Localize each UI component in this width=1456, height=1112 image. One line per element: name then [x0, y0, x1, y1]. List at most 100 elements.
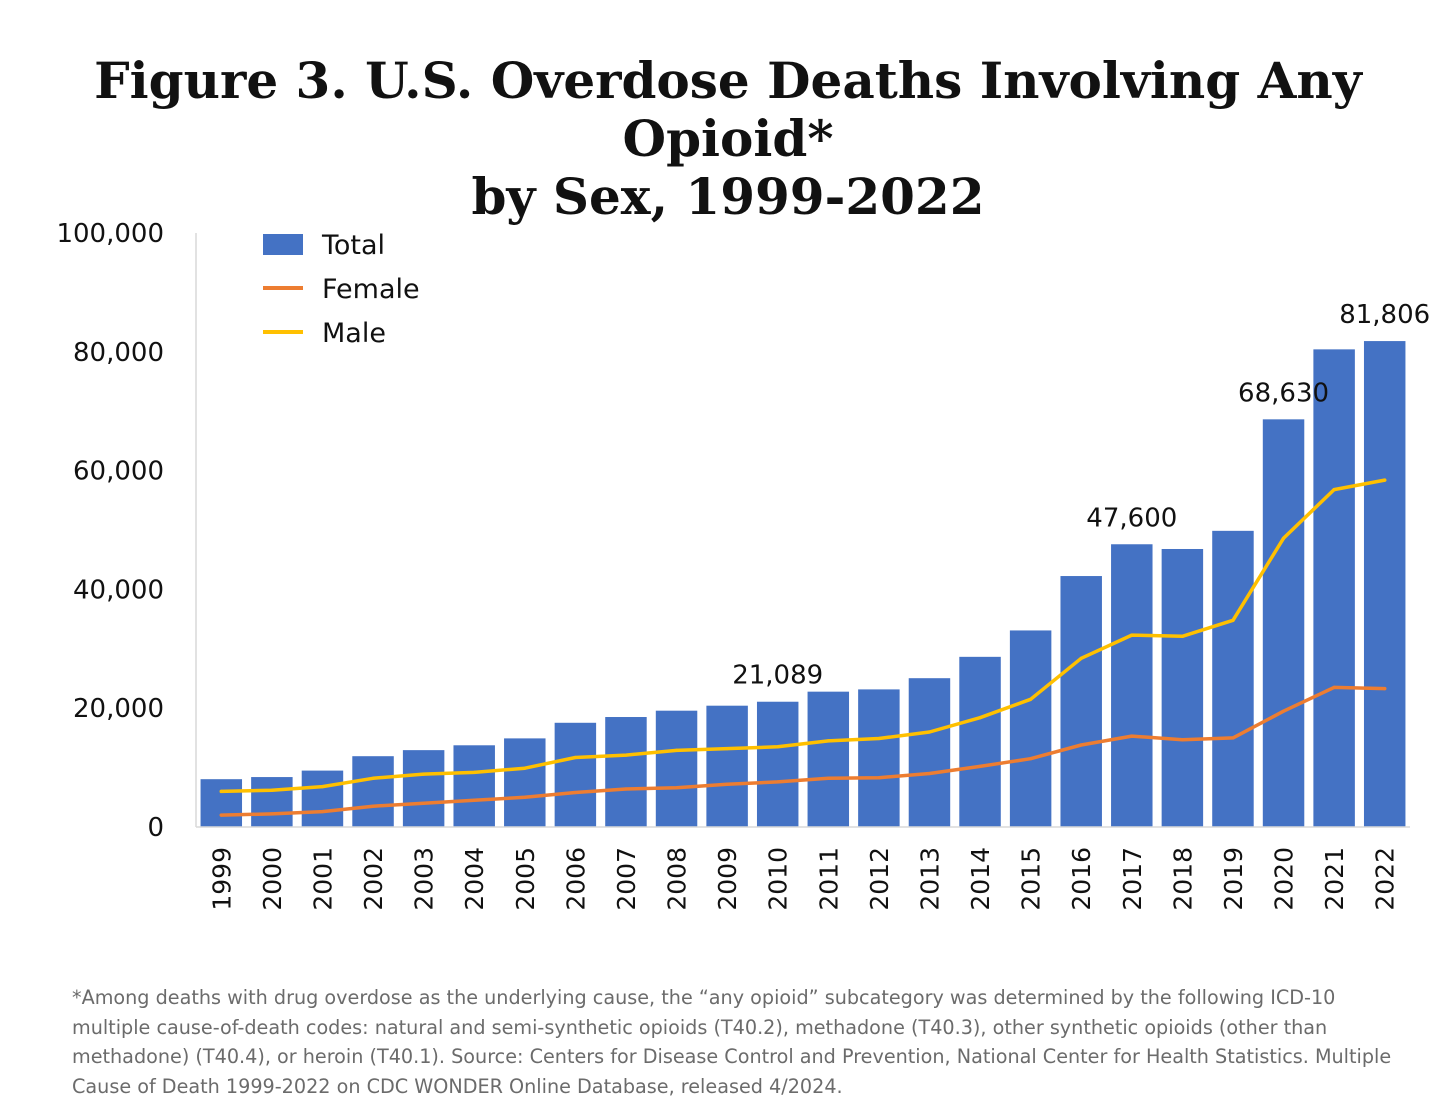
point-female-2021: [1332, 685, 1336, 690]
point-female-2008: [674, 786, 679, 790]
y-axis-layer: 0 20,000 40,000 60,000 80,000 100,000: [56, 219, 197, 843]
x-tick-label: 2017: [1118, 847, 1147, 911]
bar-total-2016: [1060, 576, 1102, 827]
legend-swatch-total: [263, 234, 303, 255]
y-tick-label: 0: [147, 813, 164, 843]
x-tick-label: 1999: [207, 847, 236, 911]
legend-label-total: Total: [321, 230, 385, 261]
x-tick-label: 2016: [1067, 847, 1096, 911]
x-axis-layer: 1999 2000 2001 2002 2003 2004 2005 2006 2007 2008…: [196, 826, 1410, 911]
bar-total-2012: [858, 689, 900, 827]
legend: Total Female Male: [263, 230, 420, 349]
point-female-2011: [826, 776, 830, 780]
point-male-2022: [1383, 478, 1387, 482]
overdose-chart: 0 20,000 40,000 60,000 80,000 100,000 21,089 4…: [56, 219, 1430, 911]
point-female-2004: [472, 798, 476, 802]
point-male-2014: [978, 716, 982, 720]
point-male-2021: [1332, 488, 1336, 492]
point-male-2001: [320, 785, 325, 789]
point-male-2015: [1029, 697, 1033, 701]
point-female-2010: [776, 780, 780, 784]
y-tick-label: 20,000: [73, 694, 164, 724]
point-male-2020: [1281, 536, 1286, 540]
legend-label-female: Female: [322, 274, 420, 305]
x-tick-label: 2004: [460, 847, 489, 911]
bar-total-2019: [1212, 530, 1254, 827]
point-male-2009: [725, 746, 729, 751]
x-tick-label: 2000: [258, 847, 287, 911]
point-male-2003: [422, 772, 426, 776]
data-labels-layer: 21,089 47,600 68,630 81,806: [732, 300, 1430, 691]
bar-total-2009: [706, 705, 748, 827]
x-tick-label: 2015: [1017, 847, 1046, 911]
x-tick-label: 2011: [814, 847, 843, 911]
point-female-2014: [978, 764, 982, 769]
point-female-1999: [219, 813, 223, 817]
point-female-2019: [1231, 736, 1235, 740]
x-tick-label: 2007: [612, 847, 641, 911]
x-tick-label: 2005: [511, 847, 540, 911]
bars-layer: [200, 341, 1406, 827]
y-tick-label: 80,000: [73, 338, 164, 368]
data-label-total-2017: 47,600: [1086, 503, 1177, 533]
chart-title: Figure 3. U.S. Overdose Deaths Involving…: [0, 52, 1456, 226]
bar-total-2017: [1111, 544, 1153, 827]
bar-total-2011: [807, 691, 850, 827]
point-male-2011: [826, 739, 830, 743]
bar-total-2002: [352, 756, 394, 827]
bar-total-2001: [301, 770, 344, 827]
lines-layer: [219, 478, 1387, 817]
point-female-2017: [1130, 734, 1134, 738]
point-female-2016: [1079, 743, 1083, 747]
x-tick-label: 2022: [1371, 847, 1400, 911]
data-label-total-2022: 81,806: [1339, 300, 1430, 330]
point-female-2003: [422, 801, 426, 805]
point-male-2002: [371, 776, 375, 780]
point-male-2016: [1079, 656, 1083, 660]
point-female-2007: [624, 787, 628, 791]
point-female-2001: [320, 809, 325, 814]
bar-total-2003: [402, 750, 445, 827]
x-tick-label: 2012: [865, 847, 894, 911]
bar-total-2021: [1313, 349, 1355, 827]
point-male-2005: [523, 766, 527, 770]
x-tick-label: 2010: [764, 847, 793, 911]
data-label-total-2020: 68,630: [1238, 378, 1329, 408]
point-male-2017: [1130, 633, 1134, 637]
bar-total-2000: [251, 777, 293, 827]
line-male: [219, 478, 1387, 794]
point-male-2008: [674, 748, 679, 752]
point-male-2019: [1231, 618, 1235, 622]
bar-total-2007: [605, 717, 647, 827]
point-female-2005: [523, 795, 527, 799]
data-label-total-2010: 21,089: [732, 661, 823, 691]
point-female-2002: [371, 804, 375, 808]
point-male-2018: [1180, 634, 1184, 638]
x-tick-label: 2019: [1219, 847, 1248, 911]
bar-total-2010: [756, 701, 799, 827]
footnote: *Among deaths with drug overdose as the …: [72, 986, 1392, 1098]
bar-total-2006: [554, 722, 597, 827]
bar-total-2018: [1161, 548, 1204, 827]
point-female-2020: [1281, 709, 1286, 713]
point-female-2000: [270, 812, 274, 816]
x-tick-label: 2008: [663, 847, 692, 911]
bar-total-2013: [908, 678, 951, 827]
point-male-2010: [776, 745, 780, 749]
point-male-2013: [927, 730, 932, 734]
chart-title-line-2: by Sex, 1999-2022: [471, 167, 985, 226]
point-female-2013: [927, 771, 932, 776]
line-female: [219, 685, 1387, 817]
x-tick-label: 2006: [561, 847, 590, 911]
x-tick-label: 2014: [966, 847, 995, 911]
x-tick-label: 2020: [1270, 847, 1299, 911]
x-tick-label: 2018: [1168, 847, 1197, 911]
bar-total-2008: [655, 710, 698, 827]
point-female-2022: [1383, 686, 1387, 691]
y-tick-label: 40,000: [73, 575, 164, 605]
bar-total-2005: [504, 738, 546, 827]
x-tick-label: 2003: [410, 847, 439, 911]
x-tick-label: 2002: [359, 847, 388, 911]
x-tick-label: 2009: [713, 847, 742, 911]
point-male-2012: [877, 736, 881, 741]
